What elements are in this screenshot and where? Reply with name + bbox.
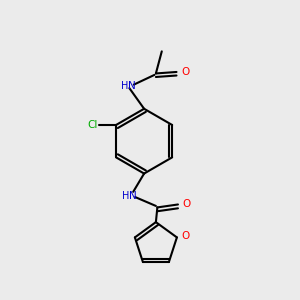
Text: N: N [128,81,136,91]
Text: N: N [129,190,137,201]
Text: O: O [181,67,190,77]
Text: H: H [122,190,129,201]
Text: O: O [181,231,189,241]
Text: O: O [183,200,191,209]
Text: H: H [121,81,129,91]
Text: Cl: Cl [87,120,98,130]
